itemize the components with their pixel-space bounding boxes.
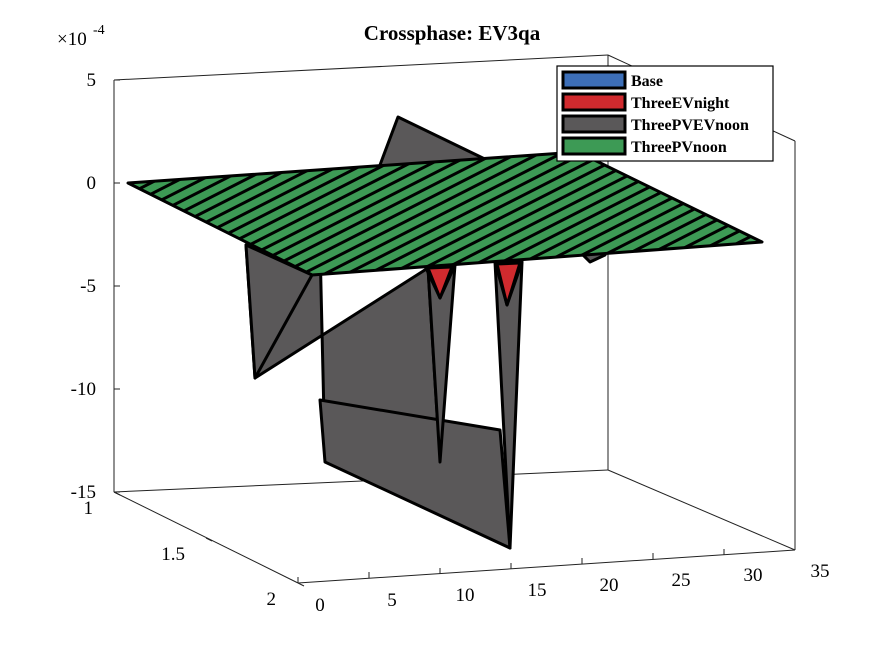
z-tick-label: -5	[80, 276, 96, 297]
legend: Base ThreeEVnight ThreePVEVnoon ThreePVn…	[557, 66, 773, 161]
legend-label-threepvnoon: ThreePVnoon	[631, 139, 727, 156]
y-tick-label: 1.5	[161, 544, 185, 565]
z-tick-label: 0	[87, 173, 97, 194]
right-bottom-edge	[608, 470, 795, 550]
chart-title: Crossphase: EV3qa	[364, 21, 541, 45]
x-tick-label: 5	[387, 590, 397, 611]
y-tick-label: 1	[84, 498, 94, 519]
x-tick-label: 15	[528, 580, 547, 601]
series-threepvnoon-plane	[128, 152, 762, 275]
legend-label-threeevnight: ThreeEVnight	[631, 95, 730, 112]
x-tick-labels: 0 5 10 15 20 25 30 35	[315, 561, 829, 616]
z-tick-labels: 5 0 -5 -10 -15	[71, 70, 96, 503]
legend-swatch-threepvevnoon	[563, 116, 625, 132]
x-tick-label: 0	[315, 595, 325, 616]
legend-swatch-threepvnoon	[563, 138, 625, 154]
x-tick-label: 30	[744, 565, 763, 586]
y-tick-labels: 1 1.5 2	[84, 498, 277, 610]
scale-base: ×10	[57, 29, 87, 50]
back-top-edge	[114, 55, 608, 80]
legend-label-base: Base	[631, 73, 663, 90]
scale-exponent: -4	[93, 23, 105, 38]
gray-panel-lower	[320, 400, 510, 548]
legend-swatch-threeevnight	[563, 94, 625, 110]
y-axis-line	[114, 492, 298, 583]
x-axis-line	[298, 550, 795, 583]
z-tick-label: 5	[87, 70, 97, 91]
y-tick-label: 2	[267, 589, 277, 610]
x-tick-label: 35	[811, 561, 830, 582]
z-tick-label: -10	[71, 379, 96, 400]
legend-label-threepvevnoon: ThreePVEVnoon	[631, 117, 749, 134]
x-tick-label: 20	[600, 575, 619, 596]
x-tick-label: 25	[672, 570, 691, 591]
legend-swatch-base	[563, 72, 625, 88]
x-tick-label: 10	[456, 585, 475, 606]
